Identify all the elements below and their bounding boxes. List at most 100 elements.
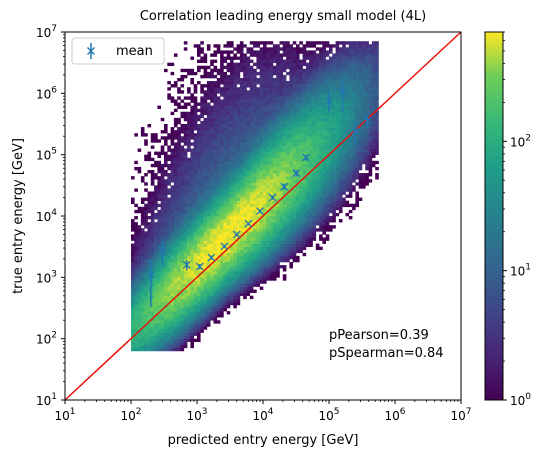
heatmap-cell <box>173 173 178 177</box>
heatmap-cell <box>154 335 158 339</box>
heatmap-cell <box>223 271 227 275</box>
heatmap-cell <box>302 243 307 247</box>
heatmap-cell <box>243 87 247 91</box>
heatmap-cell <box>193 200 198 205</box>
heatmap-cell <box>335 102 340 106</box>
heatmap-cell <box>200 120 204 125</box>
heatmap-cell <box>173 170 178 174</box>
heatmap-cell <box>286 209 290 214</box>
heatmap-cell <box>345 145 350 149</box>
heatmap-cell <box>249 289 254 293</box>
heatmap-cell <box>299 96 303 100</box>
heatmap-cell <box>210 283 214 287</box>
heatmap-cell <box>177 298 181 303</box>
heatmap-cell <box>249 124 254 128</box>
heatmap-cell <box>246 74 251 79</box>
heatmap-cell <box>236 295 241 300</box>
heatmap-cell <box>164 243 168 247</box>
heatmap-cell <box>216 87 221 91</box>
heatmap-cell <box>200 108 204 113</box>
heatmap-cell <box>325 53 330 57</box>
heatmap-cell <box>299 188 303 192</box>
heatmap-cell <box>263 50 267 54</box>
heatmap-cell <box>348 194 353 198</box>
heatmap-cell <box>134 292 138 297</box>
heatmap-cell <box>160 188 165 192</box>
heatmap-cell <box>170 173 175 177</box>
heatmap-cell <box>292 151 297 155</box>
heatmap-cell <box>253 53 257 57</box>
heatmap-cell <box>348 216 353 220</box>
heatmap-cell <box>190 209 194 214</box>
heatmap-cell <box>332 206 336 211</box>
heatmap-cell <box>266 222 270 226</box>
heatmap-cell <box>226 262 231 266</box>
heatmap-cell <box>164 335 168 339</box>
heatmap-cell <box>243 191 247 195</box>
heatmap-cell <box>177 289 181 293</box>
heatmap-cell <box>157 332 161 336</box>
heatmap-cell <box>259 120 264 125</box>
heatmap-cell <box>170 252 175 257</box>
heatmap-cell <box>160 271 165 275</box>
heatmap-cell <box>147 258 152 263</box>
heatmap-cell <box>312 188 317 192</box>
heatmap-cell <box>279 59 284 63</box>
heatmap-cell <box>269 262 274 266</box>
heatmap-cell <box>150 323 155 327</box>
heatmap-cell <box>233 246 237 251</box>
heatmap-cell <box>210 176 214 180</box>
heatmap-cell <box>348 170 353 174</box>
heatmap-cell <box>170 188 175 192</box>
heatmap-cell <box>332 133 336 137</box>
heatmap-cell <box>286 246 290 251</box>
heatmap-cell <box>279 151 284 155</box>
heatmap-cell <box>177 145 181 149</box>
heatmap-cell <box>263 151 267 155</box>
heatmap-cell <box>206 320 211 324</box>
heatmap-cell <box>338 59 343 63</box>
heatmap-cell <box>164 317 168 321</box>
heatmap-cell <box>206 133 211 137</box>
heatmap-cell <box>173 102 178 106</box>
heatmap-cell <box>309 212 313 217</box>
heatmap-cell <box>322 136 326 140</box>
heatmap-cell <box>352 50 356 54</box>
heatmap-cell <box>243 268 247 272</box>
heatmap-cell <box>309 222 313 226</box>
heatmap-cell <box>256 142 260 146</box>
heatmap-cell <box>236 246 241 251</box>
heatmap-cell <box>355 176 359 180</box>
heatmap-cell <box>226 50 231 54</box>
heatmap-cell <box>147 225 152 229</box>
heatmap-cell <box>279 74 284 79</box>
heatmap-cell <box>193 206 198 211</box>
heatmap-cell <box>187 194 191 198</box>
heatmap-cell <box>223 240 227 244</box>
heatmap-cell <box>299 191 303 195</box>
heatmap-cell <box>263 78 267 82</box>
heatmap-cell <box>203 185 208 189</box>
heatmap-cell <box>190 222 194 226</box>
heatmap-cell <box>210 136 214 140</box>
heatmap-cell <box>200 216 204 220</box>
heatmap-cell <box>332 59 336 63</box>
heatmap-cell <box>220 216 224 220</box>
heatmap-cell <box>266 151 270 155</box>
heatmap-cell <box>259 249 264 254</box>
heatmap-cell <box>223 246 227 251</box>
heatmap-cell <box>187 179 191 183</box>
heatmap-cell <box>193 298 198 303</box>
heatmap-cell <box>282 78 287 82</box>
heatmap-cell <box>210 114 214 119</box>
heatmap-cell <box>226 271 231 275</box>
heatmap-cell <box>269 133 274 137</box>
heatmap-cell <box>239 160 244 165</box>
heatmap-cell <box>177 262 181 266</box>
heatmap-cell <box>190 127 194 131</box>
heatmap-cell <box>259 212 264 217</box>
heatmap-cell <box>292 133 297 137</box>
heatmap-cell <box>193 170 198 174</box>
heatmap-cell <box>167 206 171 211</box>
heatmap-cell <box>193 317 198 321</box>
